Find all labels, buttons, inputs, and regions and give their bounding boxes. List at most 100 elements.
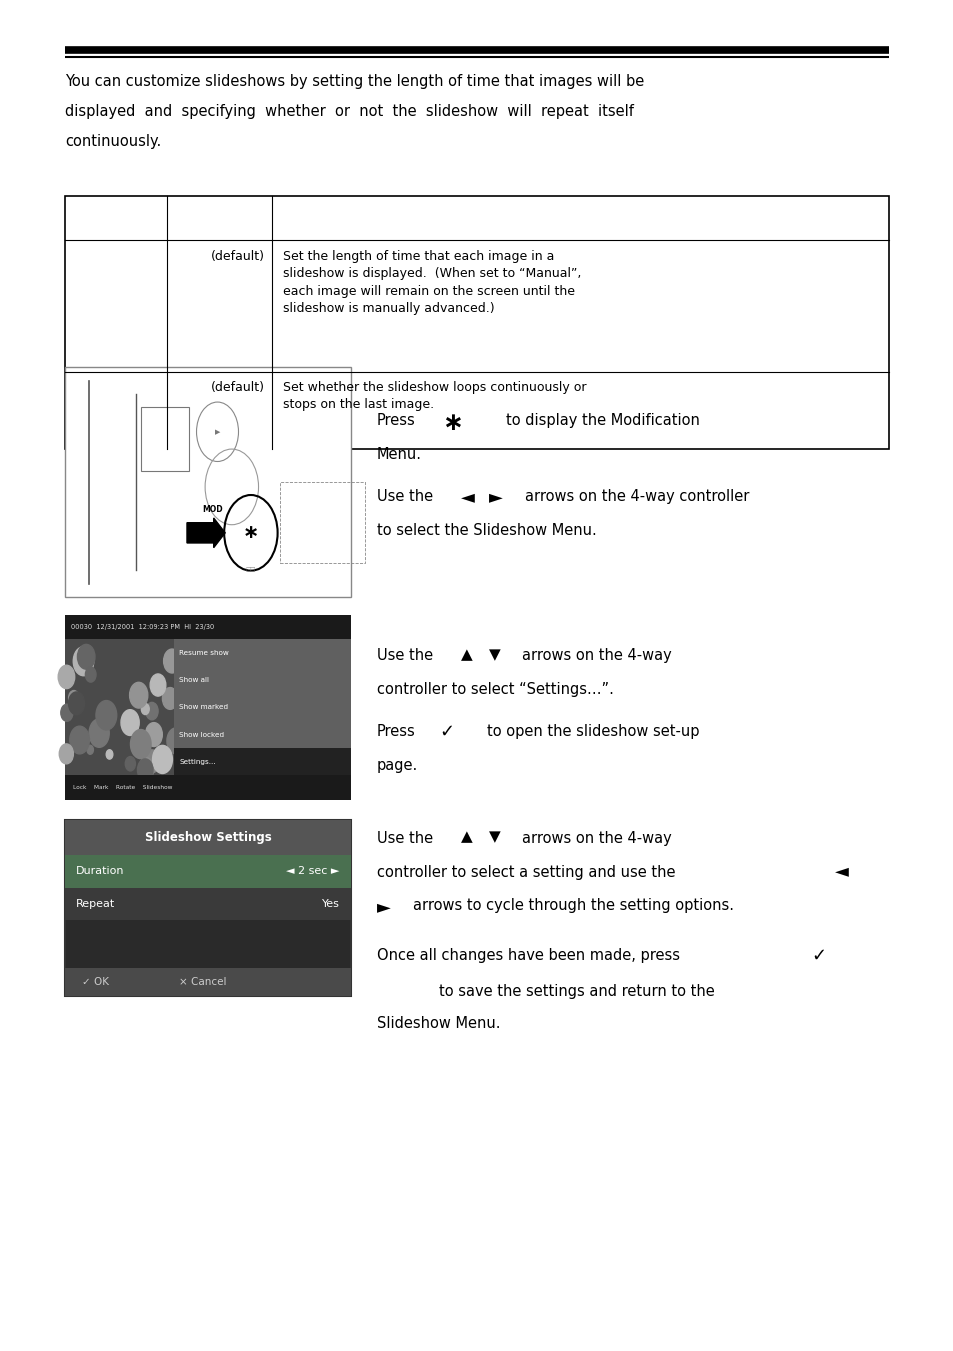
Text: Use the: Use the (376, 648, 433, 663)
Bar (65, 615, 351, 639)
Bar (173, 748, 351, 775)
Text: to open the slideshow set-up: to open the slideshow set-up (486, 724, 699, 739)
Circle shape (326, 657, 341, 678)
Circle shape (61, 704, 72, 721)
Text: arrows on the 4-way: arrows on the 4-way (521, 648, 671, 663)
Circle shape (106, 750, 112, 759)
Bar (173, 693, 351, 721)
Circle shape (77, 644, 95, 669)
Text: continuously.: continuously. (65, 134, 161, 149)
Circle shape (234, 750, 245, 763)
Circle shape (208, 682, 219, 698)
Circle shape (234, 766, 242, 777)
Text: Lock    Mark    Rotate    Slideshow: Lock Mark Rotate Slideshow (72, 785, 172, 790)
Circle shape (263, 654, 282, 681)
Text: ◄: ◄ (460, 488, 475, 505)
Circle shape (164, 648, 180, 673)
Circle shape (139, 758, 153, 780)
Circle shape (323, 667, 338, 689)
Text: MOD: MOD (202, 505, 223, 515)
Circle shape (131, 730, 151, 759)
Circle shape (253, 713, 273, 742)
Text: Show marked: Show marked (179, 704, 228, 711)
Text: to select the Slideshow Menu.: to select the Slideshow Menu. (376, 523, 596, 538)
Text: arrows on the 4-way controller: arrows on the 4-way controller (524, 489, 748, 504)
Circle shape (316, 690, 328, 707)
Bar (173, 721, 351, 748)
Text: Duration: Duration (76, 866, 125, 877)
Circle shape (285, 738, 304, 765)
Text: ∗: ∗ (242, 523, 259, 542)
Circle shape (87, 746, 93, 754)
Bar (65, 367, 351, 597)
Text: Use the: Use the (376, 489, 433, 504)
Text: Set whether the slideshow loops continuously or
stops on the last image.: Set whether the slideshow loops continuo… (283, 381, 586, 412)
Text: ▲: ▲ (460, 647, 472, 662)
Circle shape (59, 744, 73, 763)
Text: ◄ 2 sec ►: ◄ 2 sec ► (286, 866, 339, 877)
Circle shape (280, 757, 291, 771)
Circle shape (96, 701, 116, 730)
Bar (65, 775, 351, 800)
Text: ▼: ▼ (489, 830, 500, 844)
Circle shape (298, 742, 307, 754)
Text: page.: page. (376, 758, 417, 773)
Circle shape (69, 690, 79, 705)
Text: Repeat: Repeat (76, 898, 115, 909)
Circle shape (243, 735, 259, 758)
Text: Set the length of time that each image in a
slideshow is displayed.  (When set t: Set the length of time that each image i… (283, 250, 581, 315)
Circle shape (191, 674, 199, 686)
Bar (65, 820, 351, 996)
Bar (173, 666, 351, 693)
Text: Yes: Yes (321, 898, 339, 909)
Text: ✓ OK: ✓ OK (82, 977, 109, 986)
Text: arrows on the 4-way: arrows on the 4-way (521, 831, 671, 846)
Text: Settings...: Settings... (179, 759, 215, 765)
Circle shape (73, 647, 93, 676)
Bar (65, 820, 351, 855)
Text: arrows to cycle through the setting options.: arrows to cycle through the setting opti… (413, 898, 733, 913)
Text: Once all changes have been made, press: Once all changes have been made, press (376, 948, 679, 963)
Circle shape (311, 686, 329, 711)
Circle shape (70, 725, 90, 754)
Text: ►: ► (489, 488, 503, 505)
Circle shape (145, 723, 162, 747)
Text: ▲: ▲ (460, 830, 472, 844)
Text: 00030  12/31/2001  12:09:23 PM  HI  23/30: 00030 12/31/2001 12:09:23 PM HI 23/30 (71, 624, 213, 630)
Circle shape (141, 704, 149, 715)
Text: □□: □□ (245, 567, 256, 571)
Circle shape (314, 712, 322, 723)
Text: Slideshow Menu.: Slideshow Menu. (376, 1016, 499, 1031)
Circle shape (130, 682, 148, 708)
Text: Menu.: Menu. (376, 447, 421, 462)
Circle shape (89, 719, 110, 747)
Text: ∗: ∗ (441, 411, 462, 435)
Text: controller to select a setting and use the: controller to select a setting and use t… (376, 865, 675, 880)
Text: You can customize slideshows by setting the length of time that images will be: You can customize slideshows by setting … (65, 74, 643, 89)
Circle shape (226, 709, 234, 721)
Circle shape (253, 677, 262, 690)
Text: (default): (default) (211, 250, 265, 263)
Text: Press: Press (376, 724, 416, 739)
Text: (default): (default) (211, 381, 265, 394)
Text: to display the Modification: to display the Modification (505, 413, 699, 428)
Circle shape (233, 685, 239, 694)
Text: ✓: ✓ (810, 947, 825, 965)
Circle shape (244, 757, 253, 769)
Circle shape (162, 688, 177, 709)
Text: Resume show: Resume show (179, 650, 229, 655)
Text: controller to select “Settings…”.: controller to select “Settings…”. (376, 682, 613, 697)
Text: × Cancel: × Cancel (179, 977, 227, 986)
Circle shape (250, 701, 256, 711)
Circle shape (125, 757, 135, 771)
Circle shape (96, 711, 103, 719)
Text: Press: Press (376, 413, 416, 428)
Circle shape (146, 703, 158, 720)
FancyArrow shape (187, 517, 225, 547)
Text: Use the: Use the (376, 831, 433, 846)
Circle shape (137, 759, 152, 781)
Circle shape (167, 728, 185, 754)
Text: to save the settings and return to the: to save the settings and return to the (438, 984, 714, 998)
Text: ◄: ◄ (834, 862, 848, 880)
Circle shape (144, 750, 160, 773)
